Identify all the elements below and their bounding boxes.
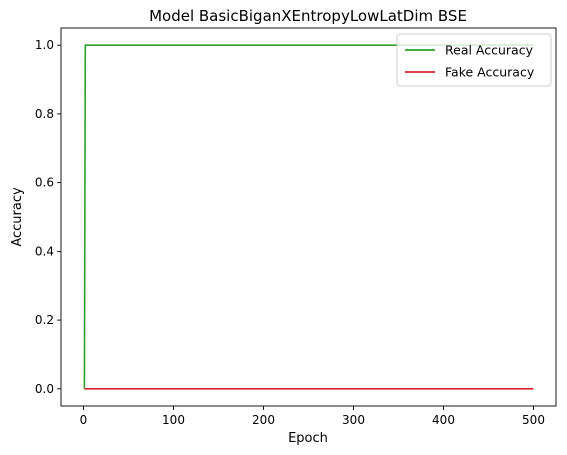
legend: Real Accuracy Fake Accuracy bbox=[396, 33, 552, 87]
legend-label-fake-accuracy: Fake Accuracy bbox=[445, 65, 535, 80]
x-tick-label: 400 bbox=[432, 413, 455, 427]
y-tick-label: 0.2 bbox=[35, 313, 54, 327]
x-tick-label: 0 bbox=[80, 413, 88, 427]
x-axis-label: Epoch bbox=[288, 431, 328, 446]
legend-box bbox=[396, 33, 552, 87]
x-tick-label: 200 bbox=[252, 413, 275, 427]
y-tick-label: 0.0 bbox=[35, 382, 54, 396]
x-tick-label: 500 bbox=[522, 413, 545, 427]
y-tick-label: 0.4 bbox=[35, 244, 54, 258]
x-axis-ticks: 0 100 200 300 400 500 bbox=[80, 406, 545, 427]
plot-frame bbox=[60, 27, 557, 407]
legend-label-real-accuracy: Real Accuracy bbox=[445, 43, 534, 58]
series-line-real-accuracy bbox=[83, 44, 534, 389]
y-axis-label: Accuracy bbox=[10, 187, 25, 247]
y-axis-ticks: 0.0 0.2 0.4 0.6 0.8 1.0 bbox=[35, 38, 61, 396]
x-tick-label: 100 bbox=[162, 413, 185, 427]
series-layer bbox=[83, 44, 534, 390]
y-tick-label: 0.6 bbox=[35, 176, 54, 190]
chart-title: Model BasicBiganXEntropyLowLatDim BSE bbox=[149, 7, 467, 25]
x-tick-label: 300 bbox=[342, 413, 365, 427]
y-tick-label: 0.8 bbox=[35, 107, 54, 121]
y-tick-label: 1.0 bbox=[35, 38, 54, 52]
